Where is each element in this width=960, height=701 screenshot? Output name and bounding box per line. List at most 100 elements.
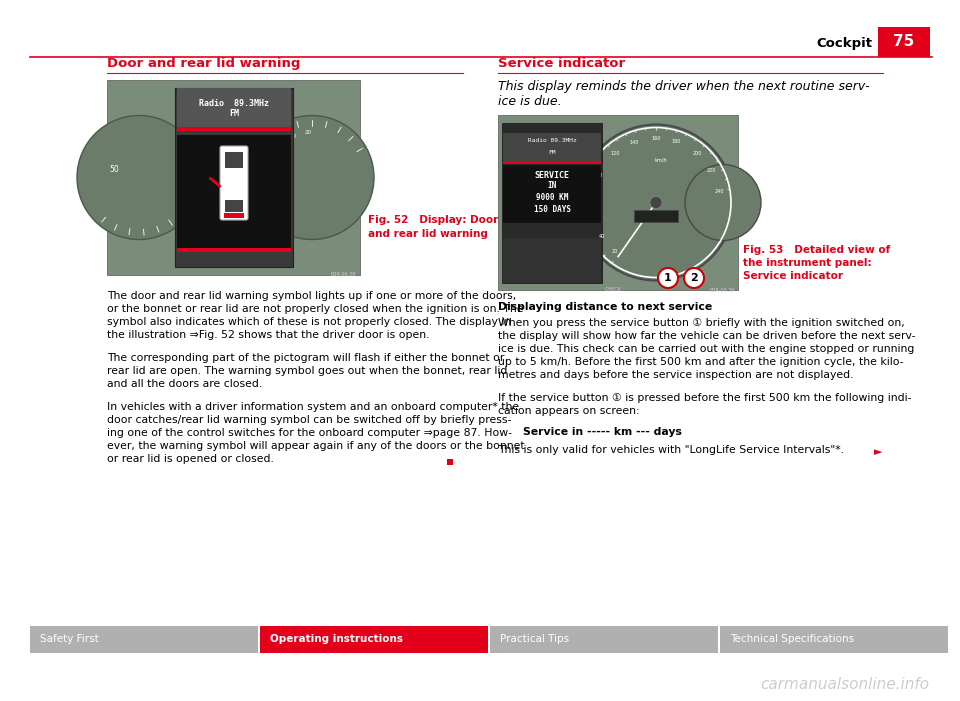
Text: FM: FM [229,109,239,118]
Text: and rear lid warning: and rear lid warning [368,229,488,239]
Text: Displaying distance to next service: Displaying distance to next service [498,302,712,312]
Text: 240: 240 [714,189,724,194]
Circle shape [250,116,374,240]
Text: Service in ----- km --- days: Service in ----- km --- days [523,427,682,437]
Text: the display will show how far the vehicle can be driven before the next serv-: the display will show how far the vehicl… [498,331,916,341]
Bar [260,626,488,653]
Bar [502,123,602,283]
Bar [175,88,293,267]
Text: and all the doors are closed.: and all the doors are closed. [107,379,262,389]
Text: B3R-06.38: B3R-06.38 [330,272,356,277]
Text: or the bonnet or rear lid are not properly closed when the ignition is on. The: or the bonnet or rear lid are not proper… [107,304,523,314]
Text: In vehicles with a driver information system and an onboard computer* the: In vehicles with a driver information sy… [107,402,519,412]
Text: ever, the warning symbol will appear again if any of the doors or the bonnet: ever, the warning symbol will appear aga… [107,441,524,451]
Text: up to 5 km/h. Before the first 500 km and after the ignition cycle, the kilo-: up to 5 km/h. Before the first 500 km an… [498,357,903,367]
Circle shape [578,125,734,280]
Circle shape [658,268,678,288]
Text: ing one of the control switches for the onboard computer ⇒page 87. How-: ing one of the control switches for the … [107,428,512,438]
Text: 20: 20 [612,249,618,254]
Text: 120: 120 [611,151,619,156]
Bar [503,238,601,283]
Text: 160: 160 [651,136,660,141]
Text: 40: 40 [290,134,297,139]
Text: 75: 75 [894,34,915,50]
Text: 180: 180 [671,139,681,144]
Text: This is only valid for vehicles with "LongLife Service Intervals"*.: This is only valid for vehicles with "Lo… [498,445,844,455]
Text: 100: 100 [593,173,603,178]
Text: This display reminds the driver when the next routine serv-: This display reminds the driver when the… [498,80,870,93]
Text: ice is due.: ice is due. [498,95,562,108]
Bar [447,459,453,465]
Bar [225,152,243,168]
Text: Door and rear lid warning: Door and rear lid warning [107,57,300,70]
Text: 2: 2 [690,273,698,283]
Text: ►: ► [874,447,882,457]
Text: 60: 60 [276,143,284,148]
Bar [720,626,948,653]
Text: If the service button ① is pressed before the first 500 km the following indi-: If the service button ① is pressed befor… [498,393,911,403]
Text: CHECK: CHECK [605,287,621,292]
Bar [503,165,601,223]
Text: 200: 200 [692,151,702,156]
Text: symbol also indicates which of these is not properly closed. The display in: symbol also indicates which of these is … [107,317,512,327]
Text: B3R-06.39: B3R-06.39 [709,288,735,293]
Text: 80: 80 [266,160,274,165]
Text: IN: IN [547,182,557,191]
Text: Radio  89.3MHz: Radio 89.3MHz [199,99,269,107]
Text: or rear lid is opened or closed.: or rear lid is opened or closed. [107,454,274,464]
Bar [225,200,243,212]
Text: cation appears on screen:: cation appears on screen: [498,406,639,416]
Text: SERVICE: SERVICE [535,170,569,179]
Text: Service indicator: Service indicator [743,271,843,281]
Bar [878,27,930,57]
Text: Fig. 53   Detailed view of: Fig. 53 Detailed view of [743,245,890,255]
Text: ice is due. This check can be carried out with the engine stopped or running: ice is due. This check can be carried ou… [498,344,914,354]
Text: The corresponding part of the pictogram will flash if either the bonnet or: The corresponding part of the pictogram … [107,353,504,363]
Circle shape [684,268,704,288]
FancyBboxPatch shape [220,146,248,220]
Bar [490,626,718,653]
Text: rear lid are open. The warning symbol goes out when the bonnet, rear lid: rear lid are open. The warning symbol go… [107,366,508,376]
Text: Practical Tips: Practical Tips [500,634,569,644]
Text: 9000 KM: 9000 KM [536,193,568,203]
Text: door catches/rear lid warning symbol can be switched off by briefly press-: door catches/rear lid warning symbol can… [107,415,512,425]
Text: 220: 220 [707,168,716,173]
Circle shape [650,196,662,208]
Text: 20: 20 [304,130,312,135]
Bar [503,133,601,161]
Text: km/h: km/h [655,157,667,162]
Text: Cockpit: Cockpit [816,37,872,50]
Text: FM: FM [548,151,556,156]
Text: 150 DAYS: 150 DAYS [534,205,570,215]
Text: 1: 1 [664,273,672,283]
Text: 80: 80 [589,191,596,196]
Text: 140: 140 [630,140,638,145]
Text: When you press the service button ① briefly with the ignition switched on,: When you press the service button ① brie… [498,318,904,328]
Bar [177,135,291,252]
Bar [177,248,291,252]
Bar [224,213,244,218]
Bar [634,210,678,222]
Bar [177,88,291,128]
Text: The door and rear lid warning symbol lights up if one or more of the doors,: The door and rear lid warning symbol lig… [107,291,516,301]
Bar [177,127,291,131]
Text: metres and days before the service inspection are not displayed.: metres and days before the service inspe… [498,370,853,380]
Text: Technical Specifications: Technical Specifications [730,634,854,644]
Text: Fig. 52   Display: Door: Fig. 52 Display: Door [368,215,498,225]
Circle shape [685,165,761,240]
Bar [498,115,738,290]
Circle shape [77,116,201,240]
Text: 60: 60 [590,215,597,219]
Text: Operating instructions: Operating instructions [270,634,403,644]
Bar [107,80,360,275]
Text: Radio 89.3MHz: Radio 89.3MHz [528,139,576,144]
Bar [503,161,601,164]
Text: 40: 40 [599,234,605,239]
Text: the instrument panel:: the instrument panel: [743,258,872,268]
Text: Service indicator: Service indicator [498,57,625,70]
Bar [30,626,258,653]
Text: Safety First: Safety First [40,634,99,644]
Text: 50: 50 [109,165,119,175]
Text: the illustration ⇒Fig. 52 shows that the driver door is open.: the illustration ⇒Fig. 52 shows that the… [107,330,429,340]
Text: carmanualsonline.info: carmanualsonline.info [760,677,929,692]
